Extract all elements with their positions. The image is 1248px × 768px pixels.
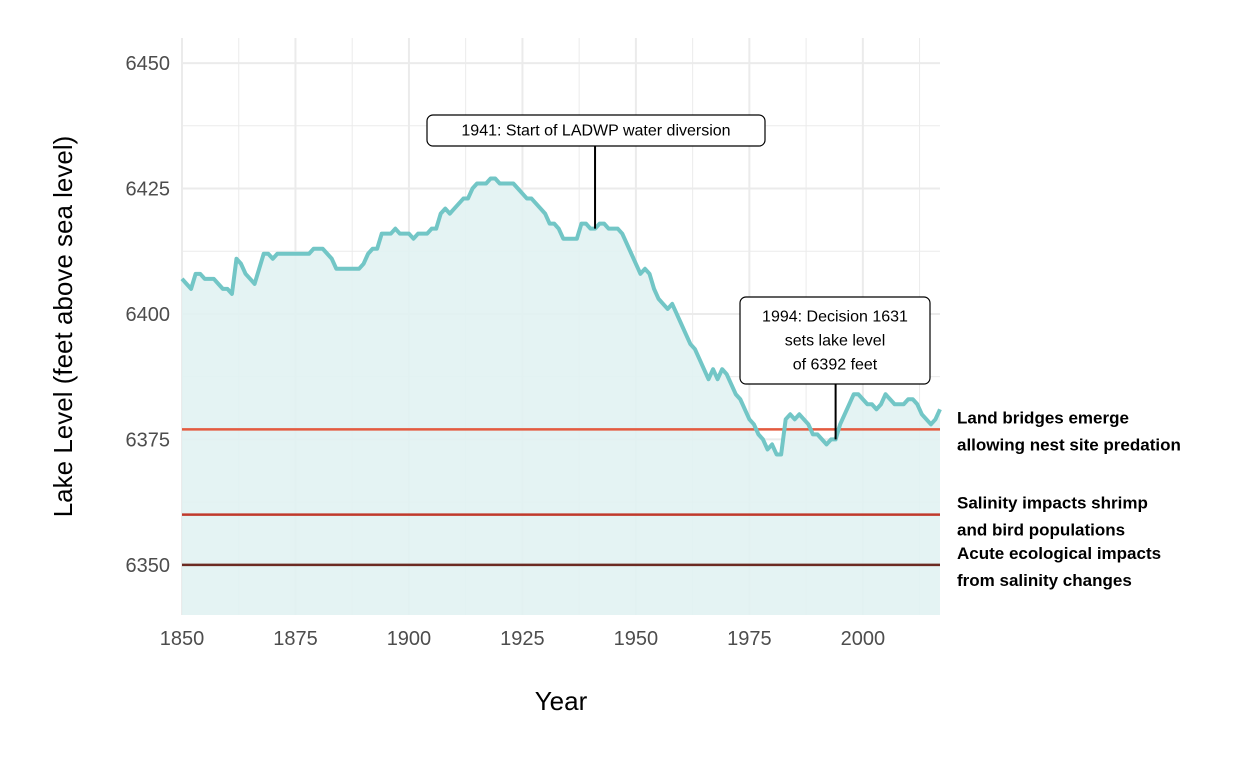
x-axis-title: Year (535, 686, 588, 716)
threshold-label-line: Salinity impacts shrimp (957, 494, 1148, 513)
y-tick-label: 6425 (126, 179, 171, 201)
annotation-1: 1941: Start of LADWP water diversion (426, 114, 766, 229)
x-tick-label: 1925 (500, 628, 545, 650)
y-axis-ticks: 6350 6375 6400 6425 6450 (126, 53, 171, 577)
threshold-label-line: allowing nest site predation (957, 435, 1181, 454)
threshold-labels: Land bridges emerge allowing nest site pr… (957, 408, 1181, 589)
annotation-text: 1941: Start of LADWP water diversion (461, 123, 730, 140)
x-tick-label: 1900 (387, 628, 432, 650)
y-tick-label: 6450 (126, 53, 171, 75)
x-tick-label: 1950 (614, 628, 659, 650)
annotations: 1941: Start of LADWP water diversion 1994… (426, 114, 931, 440)
x-tick-label: 1975 (727, 628, 772, 650)
threshold-label-line: from salinity changes (957, 571, 1132, 590)
threshold-label-line: and bird populations (957, 521, 1125, 540)
lake-level-line (180, 176, 942, 457)
y-tick-label: 6400 (126, 304, 171, 326)
annotation-2: 1994: Decision 1631 sets lake level of 639… (739, 296, 931, 440)
lake-level-area (182, 178, 940, 616)
y-tick-label: 6375 (126, 429, 171, 451)
annotation-text: of 6392 feet (793, 357, 878, 374)
threshold-label-line: Land bridges emerge (957, 408, 1129, 427)
threshold-label-line: Acute ecological impacts (957, 544, 1161, 563)
annotation-box (739, 296, 931, 385)
annotation-box (426, 114, 766, 147)
x-tick-label: 1850 (160, 628, 205, 650)
y-tick-label: 6350 (126, 555, 171, 577)
x-tick-label: 2000 (841, 628, 886, 650)
threshold-lines (182, 428, 940, 567)
threshold-label-2: Salinity impacts shrimp and bird populati… (957, 494, 1148, 540)
threshold-label-1: Land bridges emerge allowing nest site pr… (957, 408, 1181, 454)
y-axis-title: Lake Level (feet above sea level) (48, 136, 78, 518)
x-tick-label: 1875 (273, 628, 318, 650)
annotation-text: sets lake level (785, 333, 886, 350)
threshold-label-3: Acute ecological impacts from salinity ch… (957, 544, 1161, 590)
x-axis-ticks: 1850 1875 1900 1925 1950 1975 2000 (160, 628, 885, 650)
annotation-text: 1994: Decision 1631 (762, 309, 908, 326)
